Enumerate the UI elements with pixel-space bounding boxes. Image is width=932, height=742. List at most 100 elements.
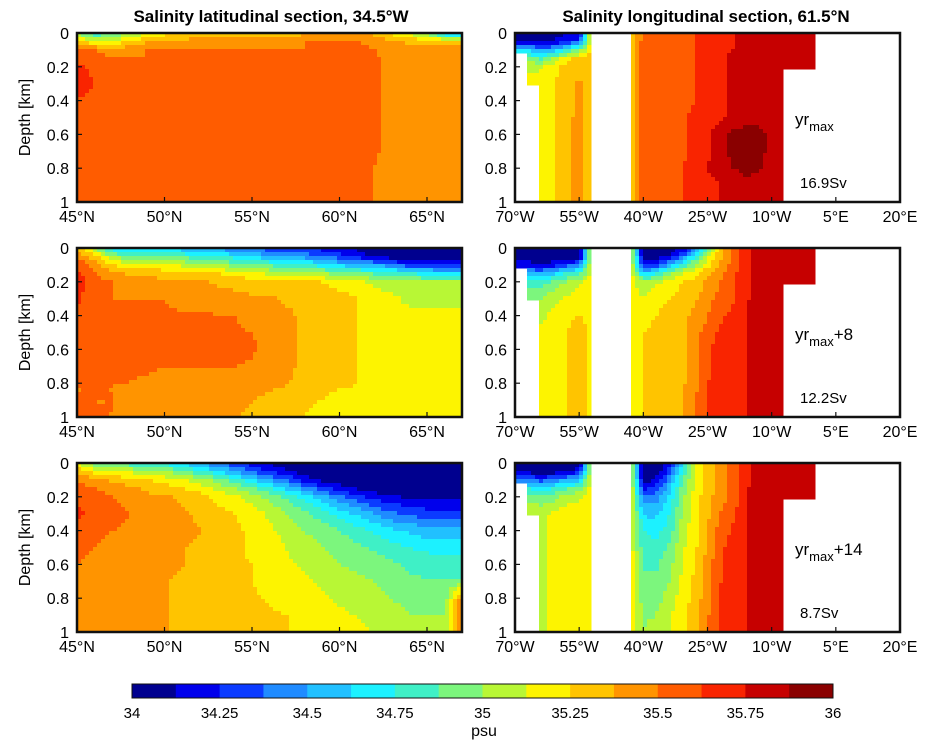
salinity-cell	[751, 45, 756, 50]
salinity-cell	[321, 173, 326, 178]
salinity-cell	[221, 69, 226, 74]
salinity-cell	[329, 49, 334, 54]
salinity-cell	[289, 137, 294, 142]
salinity-cell	[121, 105, 126, 110]
salinity-cell	[345, 153, 350, 158]
salinity-cell	[385, 185, 390, 190]
salinity-cell	[377, 57, 382, 62]
salinity-cell	[337, 117, 342, 122]
salinity-cell	[337, 181, 342, 186]
salinity-cell	[225, 65, 230, 70]
salinity-cell	[413, 189, 418, 194]
salinity-cell	[121, 41, 126, 46]
salinity-cell	[559, 57, 564, 62]
salinity-cell	[261, 45, 266, 50]
salinity-cell	[325, 57, 330, 62]
salinity-cell	[293, 73, 298, 78]
salinity-cell	[129, 149, 134, 154]
salinity-cell	[699, 49, 704, 54]
salinity-cell	[185, 37, 190, 42]
salinity-cell	[141, 125, 146, 130]
salinity-cell	[425, 125, 430, 130]
salinity-cell	[293, 157, 298, 162]
salinity-cell	[161, 121, 166, 126]
salinity-cell	[161, 185, 166, 190]
salinity-cell	[213, 53, 218, 58]
salinity-cell	[429, 37, 434, 42]
salinity-cell	[397, 189, 402, 194]
salinity-cell	[345, 81, 350, 86]
salinity-cell	[397, 105, 402, 110]
salinity-cell	[237, 177, 242, 182]
salinity-cell	[719, 41, 724, 46]
salinity-cell	[289, 157, 294, 162]
salinity-cell	[265, 157, 270, 162]
salinity-cell	[109, 149, 114, 154]
salinity-cell	[583, 69, 588, 74]
salinity-cell	[369, 37, 374, 42]
salinity-cell	[555, 49, 560, 54]
salinity-cell	[101, 77, 106, 82]
salinity-cell	[217, 177, 222, 182]
salinity-cell	[731, 41, 736, 46]
salinity-cell	[109, 69, 114, 74]
salinity-cell	[401, 81, 406, 86]
salinity-cell	[221, 125, 226, 130]
salinity-cell	[189, 117, 194, 122]
salinity-cell	[85, 61, 90, 66]
salinity-cell	[153, 105, 158, 110]
salinity-cell	[97, 85, 102, 90]
salinity-cell	[301, 53, 306, 58]
salinity-cell	[101, 41, 106, 46]
salinity-cell	[189, 125, 194, 130]
salinity-cell	[229, 117, 234, 122]
salinity-cell	[101, 105, 106, 110]
salinity-cell	[101, 165, 106, 170]
salinity-cell	[421, 145, 426, 150]
salinity-cell	[707, 49, 712, 54]
salinity-cell	[293, 117, 298, 122]
salinity-cell	[293, 93, 298, 98]
salinity-cell	[213, 125, 218, 130]
salinity-cell	[671, 65, 676, 70]
salinity-cell	[329, 109, 334, 114]
salinity-cell	[209, 133, 214, 138]
salinity-cell	[373, 169, 378, 174]
x-tick-label: 60°N	[322, 209, 358, 226]
salinity-cell	[145, 113, 150, 118]
salinity-cell	[337, 69, 342, 74]
salinity-cell	[217, 49, 222, 54]
salinity-cell	[97, 49, 102, 54]
salinity-cell	[449, 93, 454, 98]
salinity-cell	[727, 57, 732, 62]
salinity-cell	[771, 49, 776, 54]
salinity-cell	[301, 73, 306, 78]
salinity-cell	[117, 65, 122, 70]
salinity-cell	[293, 141, 298, 146]
salinity-cell	[731, 81, 736, 86]
salinity-cell	[89, 141, 94, 146]
salinity-cell	[433, 133, 438, 138]
salinity-cell	[285, 137, 290, 142]
salinity-cell	[153, 73, 158, 78]
salinity-cell	[333, 81, 338, 86]
salinity-cell	[169, 129, 174, 134]
salinity-cell	[321, 169, 326, 174]
salinity-cell	[775, 49, 780, 54]
salinity-cell	[341, 89, 346, 94]
salinity-cell	[385, 177, 390, 182]
salinity-cell	[409, 165, 414, 170]
salinity-cell	[141, 97, 146, 102]
salinity-cell	[229, 81, 234, 86]
salinity-cell	[245, 185, 250, 190]
salinity-cell	[221, 165, 226, 170]
salinity-cell	[445, 161, 450, 166]
salinity-cell	[453, 165, 458, 170]
salinity-cell	[297, 181, 302, 186]
salinity-cell	[141, 49, 146, 54]
salinity-cell	[763, 45, 768, 50]
salinity-cell	[687, 53, 692, 58]
salinity-cell	[381, 141, 386, 146]
salinity-cell	[277, 37, 282, 42]
salinity-cell	[349, 165, 354, 170]
